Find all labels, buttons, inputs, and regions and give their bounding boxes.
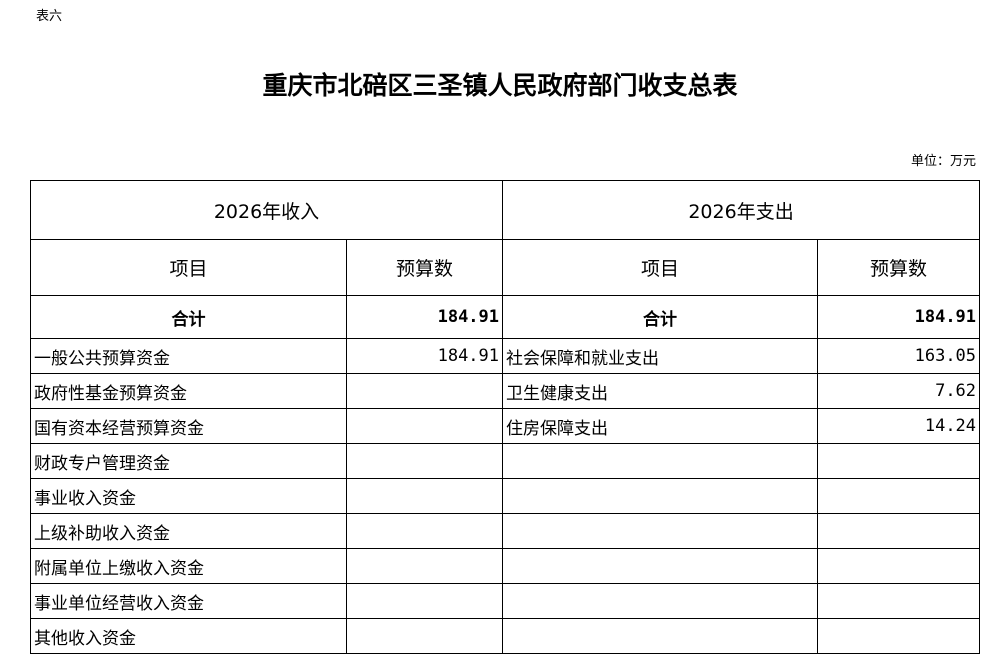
income-item: 上级补助收入资金 <box>30 513 347 549</box>
table-row: 政府性基金预算资金 卫生健康支出 7.62 <box>30 373 981 409</box>
column-header-row: 项目 预算数 项目 预算数 <box>30 239 981 296</box>
income-value <box>345 478 504 514</box>
table-row: 财政专户管理资金 <box>30 443 981 479</box>
table-row: 其他收入资金 <box>30 618 981 654</box>
expense-value: 163.05 <box>817 338 981 374</box>
income-value: 184.91 <box>345 338 504 374</box>
income-value <box>345 548 504 584</box>
expense-value <box>817 443 981 479</box>
expense-item <box>502 548 819 584</box>
expense-item: 卫生健康支出 <box>502 373 819 409</box>
expense-item <box>502 478 819 514</box>
income-value <box>345 618 504 654</box>
table-row: 国有资本经营预算资金 住房保障支出 14.24 <box>30 408 981 444</box>
expense-value <box>817 513 981 549</box>
expense-item <box>502 618 819 654</box>
unit-label: 单位：万元 <box>910 154 976 169</box>
income-header: 2026年收入 <box>29 180 504 240</box>
page-title: 重庆市北碚区三圣镇人民政府部门收支总表 <box>262 71 738 100</box>
table-row: 事业单位经营收入资金 <box>30 583 981 619</box>
income-item: 政府性基金预算资金 <box>30 373 347 409</box>
income-item: 其他收入资金 <box>30 618 347 654</box>
total-row: 合计 184.91 合计 184.91 <box>30 295 981 339</box>
expense-item <box>502 513 819 549</box>
table-number-label: 表六 <box>36 9 63 24</box>
expense-item <box>502 583 819 619</box>
expense-header: 2026年支出 <box>502 180 981 240</box>
header-row: 2026年收入 2026年支出 <box>29 180 981 240</box>
table-row: 附属单位上缴收入资金 <box>30 548 981 584</box>
expense-item-header: 项目 <box>502 239 819 296</box>
income-value <box>345 373 504 409</box>
expense-value <box>817 478 981 514</box>
expense-total-value: 184.91 <box>817 295 981 339</box>
income-value <box>345 443 504 479</box>
income-item: 一般公共预算资金 <box>30 338 347 374</box>
expense-value: 7.62 <box>817 373 981 409</box>
income-value <box>345 408 504 444</box>
expense-item <box>502 443 819 479</box>
expense-item: 社会保障和就业支出 <box>502 338 819 374</box>
income-item-header: 项目 <box>30 239 347 296</box>
income-item: 事业收入资金 <box>30 478 347 514</box>
income-value <box>345 513 504 549</box>
income-budget-header: 预算数 <box>345 239 504 296</box>
expense-value <box>817 548 981 584</box>
expense-value <box>817 618 981 654</box>
income-item: 国有资本经营预算资金 <box>30 408 347 444</box>
table-row: 上级补助收入资金 <box>30 513 981 549</box>
income-item: 附属单位上缴收入资金 <box>30 548 347 584</box>
income-total-label: 合计 <box>30 295 347 339</box>
table-row: 事业收入资金 <box>30 478 981 514</box>
income-value <box>345 583 504 619</box>
expense-total-label: 合计 <box>502 295 819 339</box>
table-row: 一般公共预算资金 184.91 社会保障和就业支出 163.05 <box>30 338 981 374</box>
expense-item: 住房保障支出 <box>502 408 819 444</box>
income-total-value: 184.91 <box>345 295 504 339</box>
income-item: 财政专户管理资金 <box>30 443 347 479</box>
expense-value <box>817 583 981 619</box>
expense-budget-header: 预算数 <box>817 239 981 296</box>
income-item: 事业单位经营收入资金 <box>30 583 347 619</box>
expense-value: 14.24 <box>817 408 981 444</box>
income-expense-table: 2026年收入 2026年支出 项目 预算数 项目 预算数 合计 184.91 … <box>29 180 981 654</box>
